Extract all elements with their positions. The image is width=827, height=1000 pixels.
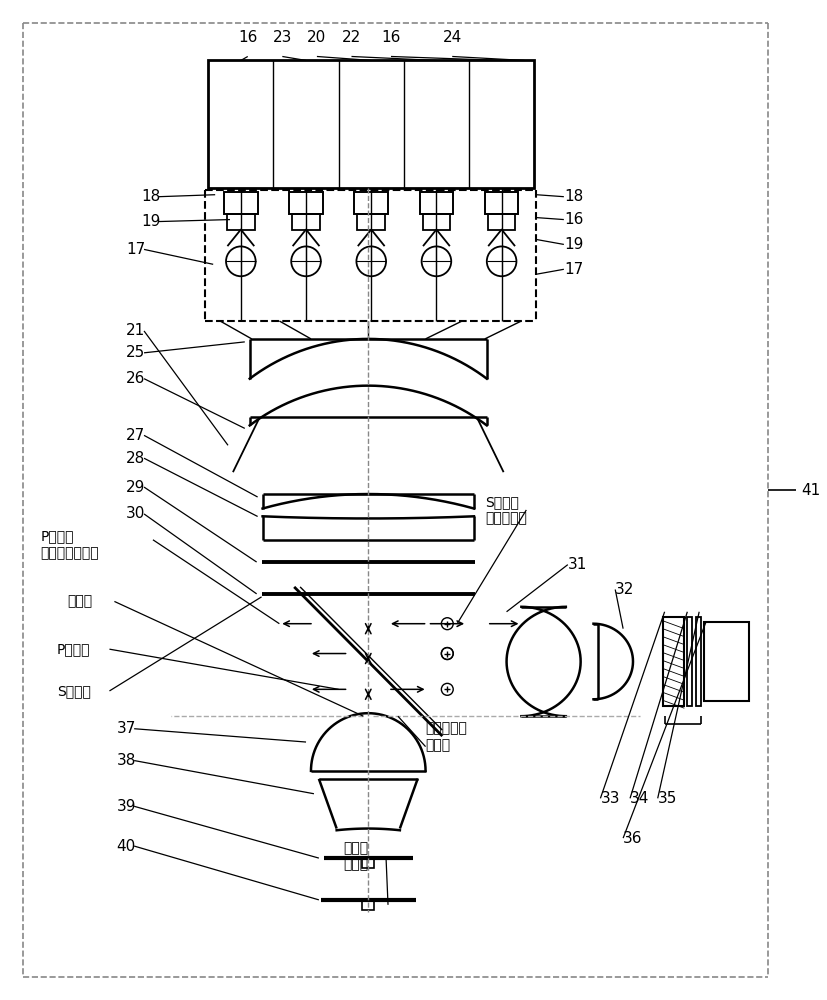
Bar: [362, 900, 374, 910]
Text: 41: 41: [801, 483, 820, 498]
Text: 16: 16: [564, 212, 583, 227]
Bar: [662, 617, 685, 706]
Text: 22: 22: [342, 30, 361, 45]
Text: 25: 25: [127, 345, 146, 360]
Bar: [488, 214, 515, 230]
Text: 17: 17: [127, 242, 146, 257]
Text: 33: 33: [600, 791, 620, 806]
Bar: [355, 192, 388, 214]
Bar: [419, 192, 453, 214]
Bar: [704, 622, 748, 701]
Text: 31: 31: [568, 557, 587, 572]
Bar: [362, 858, 374, 868]
Text: 35: 35: [657, 791, 677, 806]
Text: S偏振光
激励蓝色光: S偏振光 激励蓝色光: [485, 495, 527, 525]
Text: 27: 27: [127, 428, 146, 443]
Text: 17: 17: [564, 262, 583, 277]
Text: 30: 30: [127, 506, 146, 521]
Text: 23: 23: [273, 30, 292, 45]
Text: 绿色、红色
的荧光: 绿色、红色 的荧光: [426, 722, 467, 752]
Text: 38: 38: [117, 753, 136, 768]
Bar: [292, 214, 320, 230]
Text: 29: 29: [127, 480, 146, 495]
Bar: [485, 192, 519, 214]
Text: S偏振光: S偏振光: [57, 684, 91, 698]
Bar: [687, 617, 692, 706]
Text: P偏振光: P偏振光: [57, 642, 91, 656]
Text: 24: 24: [442, 30, 461, 45]
Text: 20: 20: [308, 30, 327, 45]
Text: 40: 40: [117, 839, 136, 854]
Text: 18: 18: [564, 189, 583, 204]
Text: 32: 32: [615, 582, 634, 597]
Bar: [208, 60, 534, 188]
Text: 18: 18: [141, 189, 160, 204]
Text: 16: 16: [238, 30, 257, 45]
Text: P偏振光
蓝色光、红色光: P偏振光 蓝色光、红色光: [41, 530, 99, 560]
Bar: [224, 192, 258, 214]
Text: 19: 19: [141, 214, 160, 229]
Text: 36: 36: [623, 831, 643, 846]
Text: 蓝色光
红色光: 蓝色光 红色光: [343, 841, 369, 871]
Bar: [357, 214, 385, 230]
Text: 34: 34: [630, 791, 649, 806]
Bar: [227, 214, 255, 230]
Bar: [696, 617, 701, 706]
Text: 白色光: 白色光: [67, 594, 92, 608]
Text: 19: 19: [564, 237, 583, 252]
Bar: [289, 192, 323, 214]
Bar: [423, 214, 450, 230]
Text: 26: 26: [127, 371, 146, 386]
Text: 37: 37: [117, 721, 136, 736]
Text: 28: 28: [127, 451, 146, 466]
Text: 39: 39: [117, 799, 136, 814]
Text: 21: 21: [127, 323, 146, 338]
Text: 16: 16: [381, 30, 400, 45]
